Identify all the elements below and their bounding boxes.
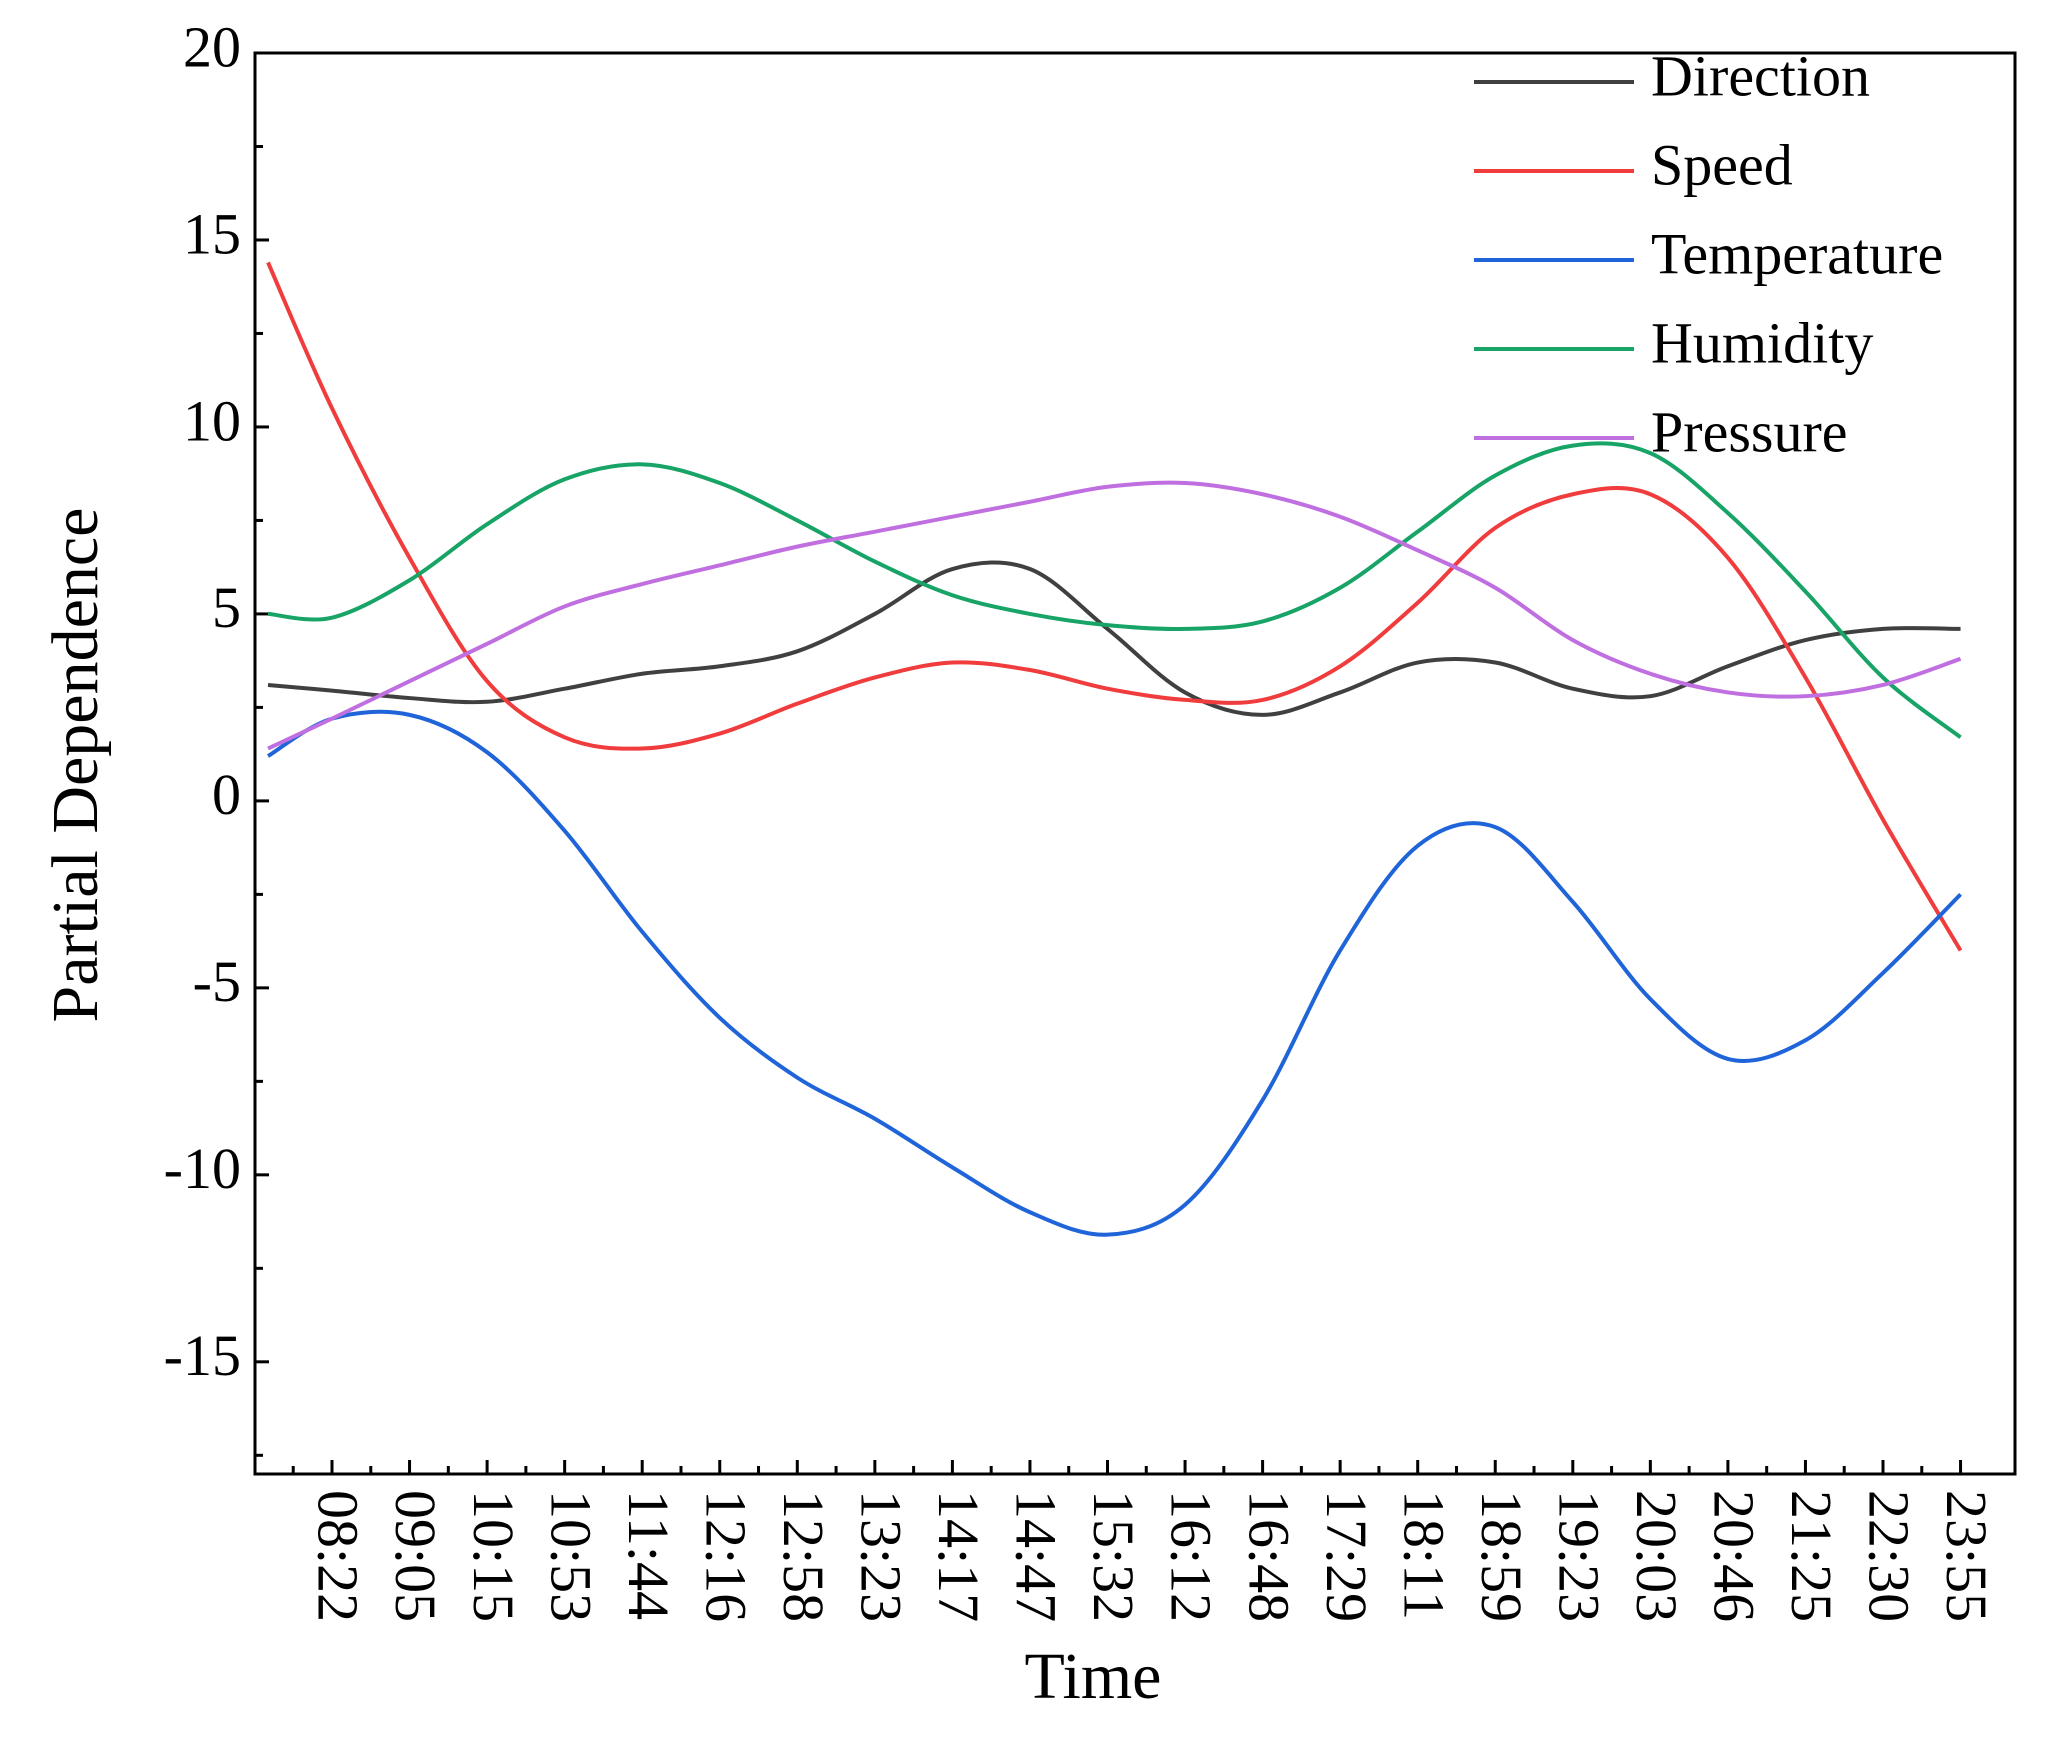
series-line	[266, 261, 1963, 952]
y-tick-label: 5	[212, 575, 241, 640]
x-tick-label: 08:22	[306, 1490, 371, 1622]
x-tick-label: 14:47	[1004, 1490, 1069, 1622]
legend-label: Direction	[1651, 43, 1870, 108]
x-tick-label: 09:05	[383, 1490, 448, 1622]
y-tick-label: 10	[183, 388, 241, 453]
x-tick-label: 10:53	[538, 1490, 603, 1622]
series-line	[267, 441, 1962, 739]
y-tick-label: 0	[212, 762, 241, 827]
x-tick-label: 16:12	[1159, 1490, 1224, 1622]
series-line	[267, 560, 1961, 717]
x-tick-label: 12:16	[693, 1490, 758, 1622]
y-axis-title: Partial Dependence	[39, 508, 112, 1023]
y-tick-label: -10	[164, 1136, 241, 1201]
x-tick-label: 10:15	[461, 1490, 526, 1622]
y-tick-label: 20	[183, 14, 241, 79]
x-axis-title: Time	[1025, 1640, 1162, 1713]
y-tick-label: 15	[183, 201, 241, 266]
series-line	[267, 480, 1962, 751]
x-tick-label: 15:32	[1081, 1490, 1146, 1622]
x-tick-label: 13:23	[849, 1490, 914, 1622]
legend-label: Temperature	[1651, 221, 1943, 286]
x-tick-label: 18:59	[1469, 1490, 1534, 1622]
x-tick-label: 14:17	[926, 1490, 991, 1622]
x-tick-label: 20:46	[1702, 1490, 1767, 1622]
x-tick-label: 18:11	[1391, 1490, 1456, 1620]
legend-label: Speed	[1651, 132, 1793, 197]
y-tick-label: -5	[193, 949, 241, 1014]
x-tick-label: 16:48	[1236, 1490, 1301, 1622]
x-tick-label: 11:44	[616, 1490, 681, 1620]
plot-frame	[253, 51, 2017, 1476]
x-tick-label: 23:55	[1934, 1490, 1999, 1622]
legend-label: Humidity	[1651, 310, 1873, 375]
x-tick-label: 22:30	[1857, 1490, 1922, 1622]
x-tick-label: 21:25	[1779, 1490, 1844, 1622]
series-line	[266, 709, 1962, 1237]
x-tick-label: 12:58	[771, 1490, 836, 1622]
x-tick-label: 17:29	[1314, 1490, 1379, 1622]
x-tick-label: 20:03	[1624, 1490, 1689, 1622]
x-tick-label: 19:23	[1546, 1490, 1611, 1622]
legend-label: Pressure	[1651, 399, 1848, 464]
y-tick-label: -15	[164, 1323, 241, 1388]
